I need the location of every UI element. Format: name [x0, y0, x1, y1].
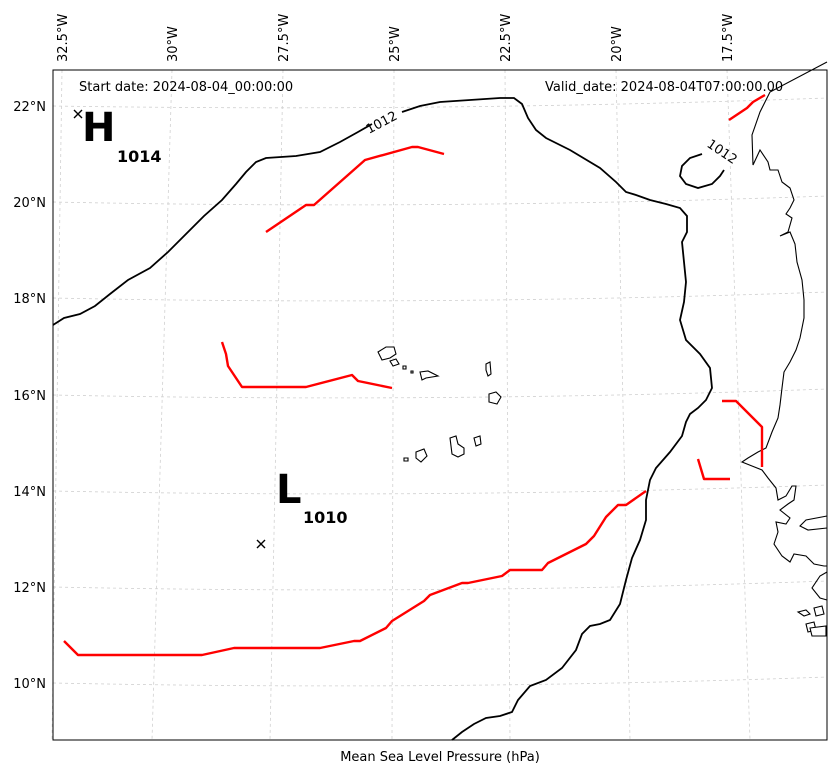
lat-label-20n: 20°N — [13, 196, 46, 211]
cape-verde-islands — [377, 346, 502, 463]
lat-label-12n: 12°N — [13, 581, 46, 596]
lon-label-27-5w: 27.5°W — [277, 14, 292, 62]
low-center-marker — [256, 539, 266, 549]
longitude-labels: 32.5°W 30°W 27.5°W 25°W 22.5°W 20°W 17.5… — [56, 14, 736, 62]
valid-date-label: Valid_date: 2024-08-04T07:00:00.00 — [545, 80, 783, 95]
coastline-africa — [740, 61, 828, 637]
lat-label-10n: 10°N — [13, 677, 46, 692]
isobar-1012-small — [679, 153, 725, 189]
front-line-north-a — [265, 145, 445, 233]
high-pressure-value: 1014 — [117, 147, 162, 166]
lon-label-30w: 30°W — [166, 26, 181, 62]
lon-label-17-5w: 17.5°W — [721, 14, 736, 62]
start-date-label: Start date: 2024-08-04_00:00:00 — [79, 80, 293, 95]
isobar-label-1012-a: 1012 — [364, 109, 400, 138]
isobars: 1012 1012 — [52, 97, 740, 741]
lon-label-22-5w: 22.5°W — [499, 14, 514, 62]
low-pressure-value: 1010 — [303, 508, 348, 527]
map-frame — [52, 69, 828, 741]
front-line-east-a — [696, 458, 730, 481]
front-line-south — [63, 490, 647, 657]
latitude-labels: 22°N 20°N 18°N 16°N 14°N 12°N 10°N — [13, 100, 46, 692]
front-line-east-b — [722, 399, 764, 467]
pressure-centers: H 1014 L 1010 — [73, 105, 348, 549]
x-axis-label: Mean Sea Level Pressure (hPa) — [340, 750, 540, 765]
graticule — [51, 69, 828, 741]
lat-label-14n: 14°N — [13, 485, 46, 500]
lat-label-22n: 22°N — [13, 100, 46, 115]
isobar-1012-main — [52, 97, 713, 741]
low-symbol: L — [276, 467, 302, 513]
lon-label-20w: 20°W — [610, 26, 625, 62]
front-line-northeast — [728, 93, 766, 121]
lon-label-25w: 25°W — [388, 26, 403, 62]
isobar-label-1012-b: 1012 — [704, 137, 740, 168]
lat-label-16n: 16°N — [13, 389, 46, 404]
high-symbol: H — [82, 105, 115, 151]
front-lines — [63, 93, 766, 657]
high-center-marker — [73, 109, 83, 119]
lat-label-18n: 18°N — [13, 292, 46, 307]
front-line-central — [220, 341, 393, 390]
lon-label-32-5w: 32.5°W — [56, 14, 71, 62]
